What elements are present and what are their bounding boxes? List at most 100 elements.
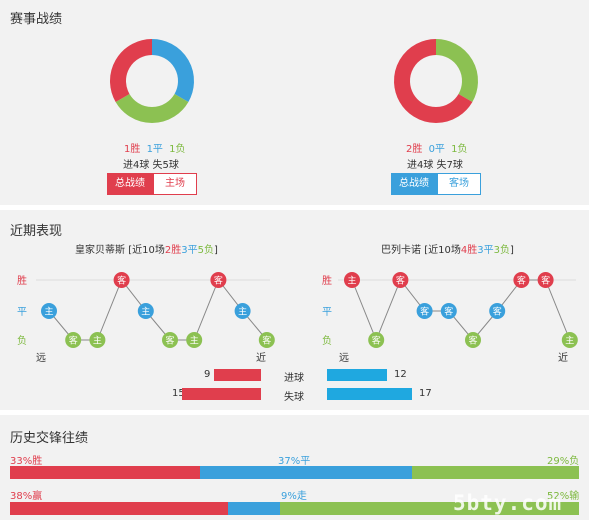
away-game-marker <box>537 272 554 288</box>
h2h-draw-pct: 37%平 <box>278 456 311 467</box>
home-donut-segment-0 <box>151 39 194 102</box>
home-donut-chart <box>110 39 194 123</box>
away-game-venue: 客 <box>517 275 526 287</box>
away-summary-prefix: [近10场 <box>424 245 461 256</box>
away-row-label-draw: 平 <box>322 307 332 318</box>
home-row-label-win: 胜 <box>17 275 27 287</box>
away-form-line <box>351 279 571 342</box>
home-game-marker <box>234 303 251 319</box>
away-row-label-loss: 负 <box>322 334 332 347</box>
home-far-label: 远 <box>36 352 46 364</box>
h2h-title: 历史交锋往绩 <box>10 431 89 446</box>
home-game-venue: 主 <box>44 306 53 318</box>
h2h-loss-pct: 29%负 <box>547 456 580 467</box>
away-recent-wins: 4胜 <box>460 245 478 256</box>
h2h-handicap-push-pct: 9%走 <box>281 491 307 502</box>
away-game-marker <box>513 272 530 288</box>
away-game-venue: 客 <box>493 306 502 318</box>
away-wdl: 2胜 0平 1负 <box>406 140 468 155</box>
away-conceded-value: 17 <box>419 388 432 399</box>
home-scored-bar <box>213 369 261 381</box>
h2h-result-segment-1 <box>199 466 413 479</box>
away-donut-segment-0 <box>435 39 478 102</box>
away-draws: 0平 <box>428 144 445 155</box>
home-game-marker <box>41 303 57 319</box>
h2h-handicap-loss-pct: 52%输 <box>547 491 580 502</box>
away-team-name: 巴列卡诺 <box>381 245 421 256</box>
away-game-venue: 客 <box>541 275 550 287</box>
away-donut-segment-1 <box>394 39 473 123</box>
away-wins: 2胜 <box>406 144 423 155</box>
away-game-marker <box>465 332 481 348</box>
home-losses: 1负 <box>169 144 186 155</box>
away-game-marker <box>489 303 506 319</box>
home-game-venue: 客 <box>117 275 126 287</box>
h2h-result-segment-2 <box>412 466 579 479</box>
home-team-name: 皇家贝蒂斯 <box>75 245 125 256</box>
away-form-chart: 胜平负主客客客 客客客客 客主远近 <box>322 272 578 364</box>
away-summary-suffix: ] <box>509 245 514 256</box>
home-game-marker <box>65 332 82 348</box>
record-section: 赛事战绩 1胜 1平 1负 进4球 失5球 总战绩 主场 2胜 0平 1负 进4… <box>0 0 589 205</box>
record-title: 赛事战绩 <box>10 12 63 27</box>
home-recent-wins: 2胜 <box>164 245 182 256</box>
goals-conceded-label: 失球 <box>284 392 304 403</box>
away-losses: 1负 <box>451 144 468 155</box>
watermark-logo: 5bty.com <box>453 491 563 515</box>
away-game-marker <box>416 303 433 319</box>
home-total-tab[interactable]: 总战绩 <box>107 173 153 195</box>
home-conceded-value: 15 <box>172 388 185 399</box>
h2h-result-segment-0 <box>10 466 200 479</box>
away-game-venue: 客 <box>468 335 477 347</box>
away-game-marker <box>344 272 360 288</box>
home-game-venue: 客 <box>165 335 174 347</box>
away-goals: 进4球 失7球 <box>407 160 463 171</box>
home-wins: 1胜 <box>124 144 141 155</box>
h2h-handicap-segment-1 <box>228 502 281 515</box>
home-game-venue: 主 <box>238 306 247 318</box>
away-venue-tab[interactable]: 客场 <box>437 173 481 195</box>
away-scored-value: 12 <box>394 369 407 380</box>
home-near-label: 近 <box>256 351 266 364</box>
section-divider <box>0 205 589 210</box>
away-game-venue: 客 <box>396 275 405 287</box>
h2h-win-pct: 33%胜 <box>10 456 43 467</box>
home-game-venue: 主 <box>141 306 150 318</box>
home-summary-prefix: [近10场 <box>128 245 165 256</box>
h2h-handicap-bar <box>10 502 579 515</box>
home-goals: 进4球 失5球 <box>123 160 179 171</box>
home-row-label-draw: 平 <box>17 307 27 318</box>
away-game-venue: 主 <box>565 335 574 347</box>
away-game-marker <box>561 332 578 348</box>
home-game-venue: 主 <box>190 335 199 347</box>
home-scored-value: 9 <box>204 369 211 380</box>
away-game-venue: 客 <box>420 306 429 318</box>
home-game-venue: 客 <box>214 275 223 287</box>
away-game-marker <box>440 303 457 319</box>
home-donut-segment-2 <box>110 39 153 102</box>
away-recent-summary: 巴列卡诺 [近10场4胜3平3负] <box>381 241 514 256</box>
home-game-marker <box>89 332 106 348</box>
home-wdl: 1胜 1平 1负 <box>124 140 186 155</box>
away-game-marker <box>392 272 409 288</box>
home-form-chart: 胜平负主客 主客主客 主客主客远近 <box>17 272 275 364</box>
away-game-venue: 主 <box>347 275 356 287</box>
away-total-tab[interactable]: 总战绩 <box>391 173 437 195</box>
home-game-venue: 客 <box>69 335 78 347</box>
h2h-result-bar <box>10 466 579 479</box>
away-game-marker <box>368 332 385 348</box>
away-game-venue: 客 <box>444 306 453 318</box>
home-game-marker <box>186 332 203 348</box>
home-recent-summary: 皇家贝蒂斯 [近10场2胜3平5负] <box>75 241 218 256</box>
h2h-handicap-segment-2 <box>280 502 579 515</box>
h2h-section: 历史交锋往绩 33%胜 37%平 29%负 38%赢 9%走 52%输 5bty… <box>0 415 589 520</box>
home-conceded-bar <box>182 388 261 400</box>
home-summary-suffix: ] <box>213 245 218 256</box>
home-row-label-loss: 负 <box>17 334 27 347</box>
home-game-marker <box>210 272 227 288</box>
away-recent-losses: 3负 <box>493 245 510 256</box>
section-divider-2 <box>0 410 589 415</box>
goals-scored-label: 进球 <box>284 373 304 384</box>
home-venue-tab[interactable]: 主场 <box>153 173 197 195</box>
away-row-label-win: 胜 <box>322 275 332 287</box>
